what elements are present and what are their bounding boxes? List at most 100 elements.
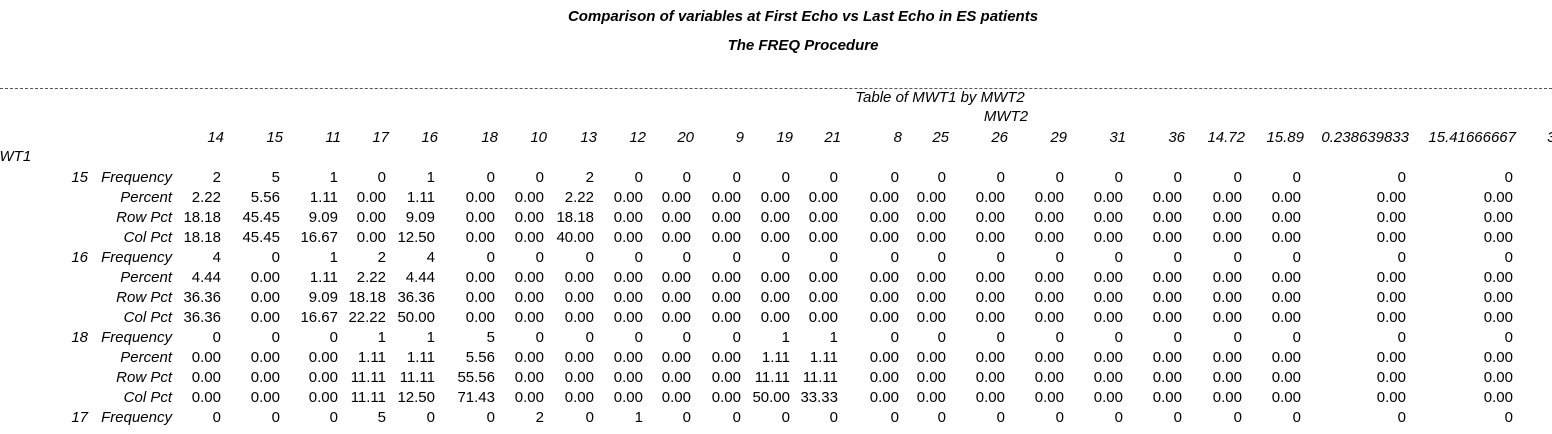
cell: 5 — [486, 329, 495, 346]
cell: 0.00 — [869, 389, 899, 406]
cell: 0 — [1114, 169, 1123, 186]
cell: 5 — [377, 409, 386, 426]
cell: 0.00 — [1093, 209, 1123, 226]
cell: 45.45 — [242, 209, 280, 226]
cell: 0.00 — [1483, 289, 1513, 306]
cell: 5 — [271, 169, 280, 186]
cell: 0.00 — [711, 189, 741, 206]
cell: 4.44 — [405, 269, 435, 286]
cell: 0.00 — [869, 269, 899, 286]
stat-label: Row Pct — [116, 369, 172, 386]
cell: 0 — [1173, 409, 1182, 426]
cell: 0 — [1504, 329, 1513, 346]
cell: 0 — [1055, 329, 1064, 346]
cell: 0.00 — [1034, 269, 1064, 286]
cell: 0 — [937, 169, 946, 186]
cell: 0 — [682, 409, 691, 426]
cell: 0.00 — [514, 369, 544, 386]
cell: 0 — [1114, 409, 1123, 426]
cell: 0.00 — [1034, 309, 1064, 326]
row-group-label: 17 — [71, 409, 88, 426]
cell: 0.00 — [711, 349, 741, 366]
stat-label: Frequency — [101, 409, 172, 426]
cell: 0 — [1173, 249, 1182, 266]
cell: 18.18 — [183, 209, 221, 226]
cell: 0.00 — [975, 209, 1005, 226]
stat-label: Percent — [120, 349, 172, 366]
cell: 0.00 — [1093, 369, 1123, 386]
cell: 0.00 — [1376, 369, 1406, 386]
cell: 0.00 — [1034, 369, 1064, 386]
column-header: 15.41666667 — [1428, 129, 1516, 146]
cell: 1 — [426, 169, 435, 186]
cell: 0 — [829, 409, 838, 426]
cell: 0.00 — [808, 229, 838, 246]
cell: 0.00 — [1152, 269, 1182, 286]
cell: 0.00 — [1376, 229, 1406, 246]
cell: 0 — [732, 169, 741, 186]
cell: 0.00 — [916, 209, 946, 226]
cell: 0 — [329, 409, 338, 426]
cell: 0 — [1397, 249, 1406, 266]
cell: 0.00 — [869, 289, 899, 306]
cell: 0.00 — [808, 309, 838, 326]
cell: 0 — [781, 409, 790, 426]
cell: 0.00 — [711, 369, 741, 386]
cell: 1 — [329, 249, 338, 266]
cell: 11.11 — [754, 369, 790, 386]
stat-label: Percent — [120, 189, 172, 206]
column-header: 36 — [1168, 129, 1185, 146]
cell: 18.18 — [556, 209, 594, 226]
cell: 0 — [271, 409, 280, 426]
stat-label: Col Pct — [123, 229, 172, 246]
cell: 0.00 — [564, 349, 594, 366]
cell: 0.00 — [1093, 269, 1123, 286]
cell: 0.00 — [191, 389, 221, 406]
cell: 0.00 — [975, 389, 1005, 406]
cell: 0.00 — [613, 209, 643, 226]
cell: 0.00 — [1152, 309, 1182, 326]
cell: 0.00 — [1034, 389, 1064, 406]
cell: 0.00 — [514, 209, 544, 226]
cell: 0.00 — [869, 189, 899, 206]
cell: 0.00 — [613, 229, 643, 246]
column-header: 31 — [1109, 129, 1126, 146]
cell: 0.00 — [1212, 229, 1242, 246]
cell: 4 — [212, 249, 221, 266]
cell: 0 — [486, 169, 495, 186]
column-header: 21 — [824, 129, 841, 146]
cell: 0.00 — [465, 309, 495, 326]
cell: 0.00 — [356, 229, 386, 246]
cell: 1.11 — [357, 349, 386, 366]
cell: 12.50 — [397, 229, 435, 246]
stat-label: Frequency — [101, 249, 172, 266]
cell: 0 — [585, 409, 594, 426]
cell: 0 — [682, 169, 691, 186]
cell: 0.00 — [1483, 389, 1513, 406]
stat-label: Col Pct — [123, 309, 172, 326]
cell: 36.36 — [183, 289, 221, 306]
column-variable: MWT2 — [983, 108, 1029, 125]
cell: 71.43 — [457, 389, 495, 406]
column-header: 14.72 — [1207, 129, 1245, 146]
cell: 0.00 — [869, 209, 899, 226]
cell: 0 — [937, 249, 946, 266]
cell: 1.11 — [406, 349, 435, 366]
cell: 11.11 — [350, 389, 386, 406]
cell: 18.18 — [183, 229, 221, 246]
cell: 0 — [732, 249, 741, 266]
cell: 11.11 — [802, 369, 838, 386]
cell: 1 — [426, 329, 435, 346]
column-header: 20 — [677, 129, 694, 146]
cell: 0.00 — [613, 269, 643, 286]
cell: 0 — [535, 329, 544, 346]
cell: 0.00 — [465, 189, 495, 206]
column-header: 18 — [481, 129, 498, 146]
cell: 0.00 — [356, 189, 386, 206]
cell: 0.00 — [250, 309, 280, 326]
cell: 0 — [1292, 249, 1301, 266]
cell: 0 — [1233, 329, 1242, 346]
cell: 1 — [377, 329, 386, 346]
cell: 0.00 — [250, 269, 280, 286]
cell: 0 — [829, 249, 838, 266]
